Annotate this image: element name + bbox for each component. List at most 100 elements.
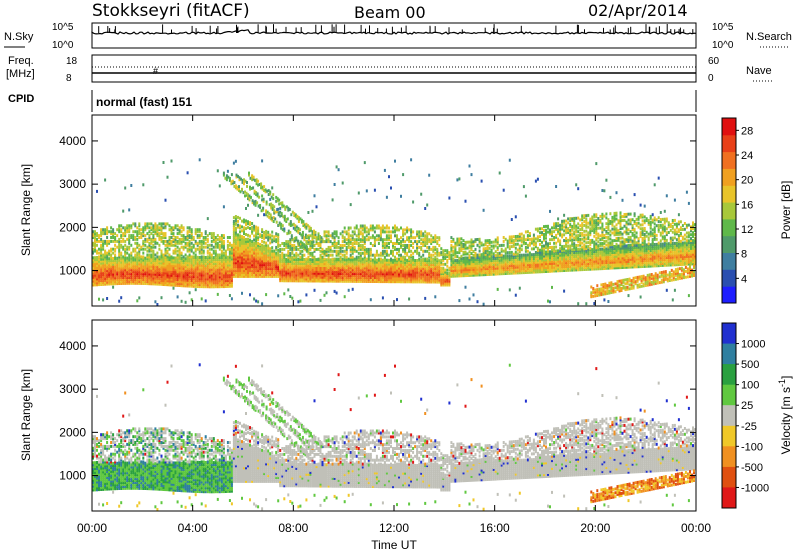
heatmap-cell (208, 279, 211, 283)
heatmap-cell (492, 255, 495, 259)
heatmap-cell (285, 277, 288, 281)
heatmap-cell (156, 232, 159, 236)
heatmap-cell (92, 277, 94, 281)
heatmap-cell (365, 247, 368, 251)
heatmap-cell (180, 253, 183, 257)
heatmap-cell (200, 232, 203, 236)
heatmap-cell (309, 234, 312, 238)
heatmap-cell (230, 247, 233, 251)
heatmap-cell (220, 243, 223, 247)
heatmap-cell (365, 274, 368, 278)
freq-tick-bottom: 8 (66, 73, 72, 84)
heatmap-cell (118, 270, 121, 274)
heatmap-cell (196, 285, 199, 288)
heatmap-cell (190, 263, 193, 267)
heatmap-cell (228, 253, 231, 257)
heatmap-cell (357, 228, 360, 232)
heatmap-cell (184, 270, 187, 274)
heatmap-cell (94, 262, 96, 265)
heatmap-cell (152, 243, 155, 247)
heatmap-cell (373, 257, 376, 261)
heatmap-cell (130, 281, 133, 285)
heatmap-cell (396, 247, 398, 251)
heatmap-cell (134, 255, 137, 259)
heatmap-cell (363, 274, 366, 278)
heatmap-cell (118, 230, 121, 234)
heatmap-cell (228, 247, 231, 251)
heatmap-cell (472, 253, 475, 257)
heatmap-cell (174, 266, 177, 270)
heatmap-cell (355, 272, 358, 276)
heatmap-cell (216, 243, 219, 247)
heatmap-cell (305, 244, 308, 247)
heatmap-cell (152, 262, 155, 266)
heatmap-cell (424, 257, 427, 261)
heatmap-cell (335, 266, 338, 270)
heatmap-cell (357, 244, 360, 247)
heatmap-cell (212, 258, 215, 261)
heatmap-cell (251, 272, 254, 276)
heatmap-cell (106, 255, 109, 259)
heatmap-cell (464, 199, 467, 203)
heatmap-cell (210, 281, 213, 285)
heatmap-cell (347, 279, 350, 283)
heatmap-cell (363, 279, 366, 283)
heatmap-cell (216, 269, 219, 273)
heatmap-cell (283, 279, 286, 283)
heatmap-cell (347, 234, 350, 238)
heatmap-cell (295, 269, 298, 273)
heatmap-cell (212, 256, 215, 260)
heatmap-cell (311, 267, 314, 271)
heatmap-cell (353, 247, 356, 251)
heatmap-cell (444, 262, 447, 266)
heatmap-cell (245, 243, 247, 247)
heatmap-cell (331, 266, 334, 270)
heatmap-cell (313, 288, 316, 292)
heatmap-cell (234, 237, 237, 241)
heatmap-cell (345, 262, 348, 266)
heatmap-cell (184, 276, 187, 280)
heatmap-cell (311, 238, 314, 242)
heatmap-cell (106, 251, 109, 255)
heatmap-cell (390, 249, 392, 253)
heatmap-cell (182, 257, 185, 261)
heatmap-cell (331, 268, 334, 271)
heatmap-cell (347, 277, 350, 281)
heatmap-cell (98, 273, 100, 277)
heatmap-cell (196, 281, 199, 285)
heatmap-cell (122, 232, 125, 236)
heatmap-cell (347, 268, 350, 272)
noise-right-tick-top: 10^5 (712, 22, 734, 33)
heatmap-cell (293, 269, 296, 273)
heatmap-cell (333, 260, 336, 264)
heatmap-cell (192, 236, 195, 239)
heatmap-cell (261, 236, 264, 239)
heatmap-cell (369, 257, 372, 261)
heatmap-cell (232, 216, 235, 220)
heatmap-cell (311, 275, 314, 279)
heatmap-cell (265, 241, 268, 245)
heatmap-cell (377, 272, 380, 276)
heatmap-cell (337, 251, 340, 255)
heatmap-cell (265, 271, 268, 274)
heatmap-cell (136, 234, 139, 238)
heatmap-cell (311, 271, 314, 275)
heatmap-cell (361, 251, 364, 255)
heatmap-cell (351, 255, 354, 259)
heatmap-cell (377, 242, 380, 245)
heatmap-cell (369, 224, 372, 228)
heatmap-cell (120, 224, 123, 228)
heatmap-cell (369, 251, 372, 255)
heatmap-cell (122, 260, 125, 264)
heatmap-cell (319, 258, 322, 262)
heatmap-cell (526, 249, 529, 253)
heatmap-cell (96, 281, 98, 285)
heatmap-cell (373, 230, 376, 234)
heatmap-cell (208, 285, 211, 289)
heatmap-cell (128, 260, 131, 264)
heatmap-cell (94, 283, 96, 287)
heatmap-cell (200, 247, 203, 251)
heatmap-cell (156, 263, 159, 267)
heatmap-cell (116, 282, 119, 286)
heatmap-cell (192, 282, 195, 286)
